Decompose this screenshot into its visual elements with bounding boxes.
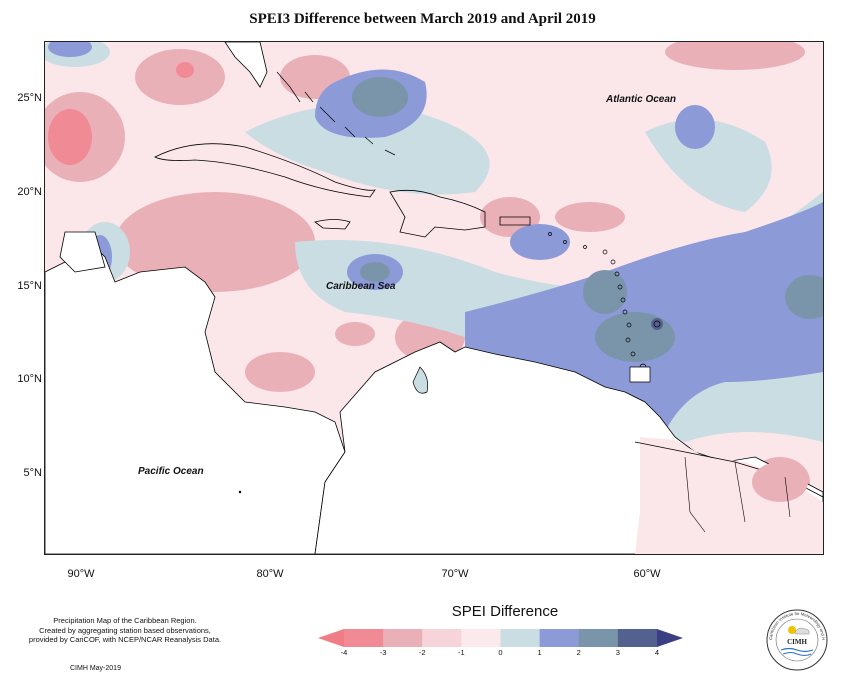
map-area xyxy=(44,41,824,555)
positive-zone xyxy=(48,42,92,57)
legend-tick: -1 xyxy=(458,648,465,657)
positive-zone xyxy=(510,224,570,260)
legend-title: SPEI Difference xyxy=(451,603,559,620)
cuba-outline xyxy=(154,143,376,198)
anomaly-zone xyxy=(752,462,808,502)
credit-line-2: Created by aggregating station based obs… xyxy=(39,625,211,635)
legend-tick: -2 xyxy=(418,648,426,657)
positive-zone xyxy=(785,275,823,319)
positive-zone xyxy=(651,318,663,330)
lon-label-90: 90°W xyxy=(67,568,95,580)
anomaly-zone xyxy=(335,322,375,346)
cimh-logo: CIMH Caribbean Institute for Meteorology… xyxy=(765,608,828,671)
positive-zone xyxy=(352,77,408,117)
hispaniola-outline xyxy=(389,189,486,238)
lat-label-20: 20°N xyxy=(17,186,42,198)
lon-label-70: 70°W xyxy=(441,568,469,580)
florida-landmass xyxy=(224,42,268,88)
trinidad-outline xyxy=(629,366,651,383)
legend-tick: 3 xyxy=(615,648,620,657)
legend-tick: -4 xyxy=(340,648,348,657)
spei-map xyxy=(45,42,823,554)
anomaly-zone xyxy=(245,352,315,392)
legend-cell xyxy=(578,629,619,647)
cloud-icon xyxy=(794,627,810,635)
legend-cell xyxy=(344,629,384,647)
anomaly-zone xyxy=(176,62,194,78)
anomaly-zone xyxy=(115,192,315,292)
border-lines xyxy=(684,456,791,533)
lon-label-60: 60°W xyxy=(633,568,661,580)
legend-tick: -3 xyxy=(379,648,387,657)
lesser-antilles xyxy=(548,232,661,371)
lat-label-10: 10°N xyxy=(17,373,42,385)
bahamas xyxy=(276,71,396,156)
legend-tick: 0 xyxy=(498,648,503,657)
neutral-band xyxy=(245,104,490,195)
legend-cell xyxy=(617,629,658,647)
legend-tick: 2 xyxy=(576,648,581,657)
neutral-band xyxy=(645,119,772,212)
lake-maracaibo xyxy=(412,366,429,394)
legend-arrow-high xyxy=(657,629,683,647)
yucatan-landmass xyxy=(59,231,106,273)
legend-tick: 4 xyxy=(654,648,660,657)
positive-zone xyxy=(583,270,627,314)
wave-icon xyxy=(782,652,812,656)
pacific-ocean-label: Pacific Ocean xyxy=(138,466,204,477)
legend-colorbar xyxy=(318,629,683,647)
atlantic-ocean-label: Atlantic Ocean xyxy=(606,94,677,105)
credit-line-3: provided by CariCOF, with NCEP/NCAR Rean… xyxy=(28,635,222,644)
jamaica-outline xyxy=(314,219,351,230)
legend-tick: 1 xyxy=(537,648,542,657)
lon-label-80: 80°W xyxy=(256,568,284,580)
lat-label-5: 5°N xyxy=(23,467,42,479)
legend-arrow-low xyxy=(318,629,344,647)
map-title: SPEI3 Difference between March 2019 and … xyxy=(249,11,596,27)
credit-block: Precipitation Map of the Caribbean Regio… xyxy=(20,616,230,645)
legend-cell xyxy=(539,629,580,647)
lat-label-15: 15°N xyxy=(17,280,42,292)
credit-date: CIMH May-2019 xyxy=(70,665,121,672)
positive-zone xyxy=(360,262,390,282)
legend-cell xyxy=(383,629,423,647)
anomaly-zone xyxy=(555,202,625,232)
anomaly-zone xyxy=(135,49,225,105)
anomaly-zone xyxy=(665,42,805,70)
legend-cell xyxy=(461,629,501,647)
lat-label-25: 25°N xyxy=(17,92,42,104)
logo-text: CIMH xyxy=(787,638,807,646)
caribbean-sea-label: Caribbean Sea xyxy=(326,281,396,292)
legend-cell xyxy=(422,629,462,647)
credit-line-1: Precipitation Map of the Caribbean Regio… xyxy=(53,616,197,625)
sun-icon xyxy=(788,626,796,634)
guianas-overlay xyxy=(635,437,823,554)
anomaly-zone xyxy=(48,109,92,165)
wave-icon xyxy=(780,647,814,653)
puerto-rico-outline xyxy=(499,216,531,226)
positive-zone xyxy=(675,105,715,149)
pacific-island xyxy=(238,490,242,494)
legend-cell xyxy=(500,629,541,647)
